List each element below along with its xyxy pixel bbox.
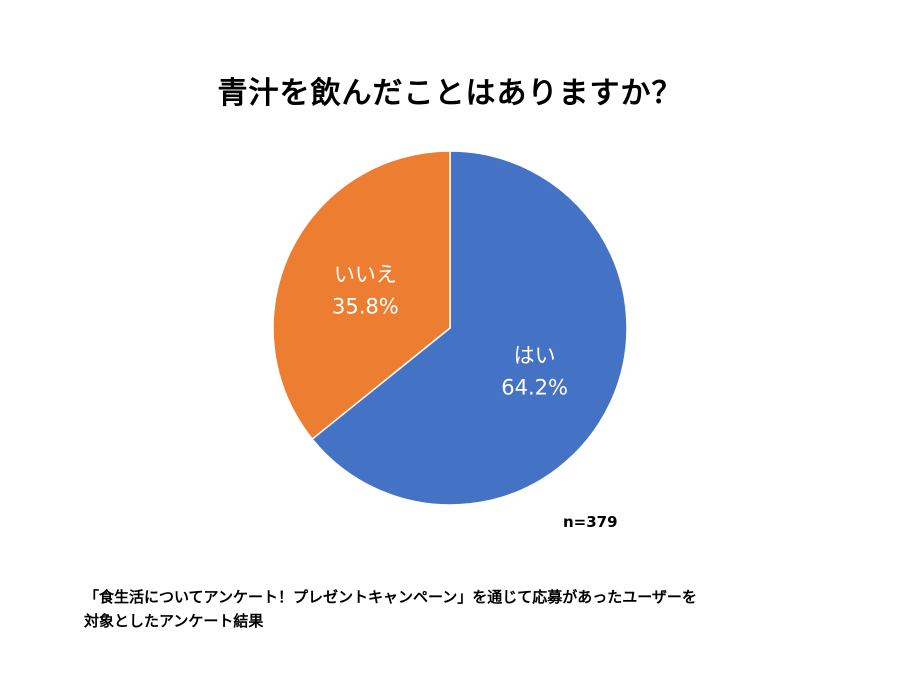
caption-line-2: 対象としたアンケート結果	[84, 612, 264, 630]
sample-size-label: n=379	[563, 513, 618, 531]
survey-caption: 「食生活についてアンケート！プレゼントキャンペーン」を通じて応募があったユーザー…	[84, 585, 824, 633]
slice-value-label-1: 35.8%	[332, 295, 399, 319]
pie-slices	[272, 150, 628, 506]
pie-slice-1	[272, 150, 451, 441]
slice-category-label-1: いいえ	[334, 263, 397, 287]
slice-value-label-0: 64.2%	[501, 375, 568, 399]
chart-title: 青汁を飲んだことはありますか？	[217, 76, 683, 111]
pie-slice-labels: はい 64.2% いいえ 35.8%	[332, 263, 568, 400]
caption-line-1: 「食生活についてアンケート！プレゼントキャンペーン」を通じて応募があったユーザー…	[84, 588, 697, 606]
slice-category-label-0: はい	[514, 343, 556, 367]
pie-slice-0	[311, 150, 628, 506]
